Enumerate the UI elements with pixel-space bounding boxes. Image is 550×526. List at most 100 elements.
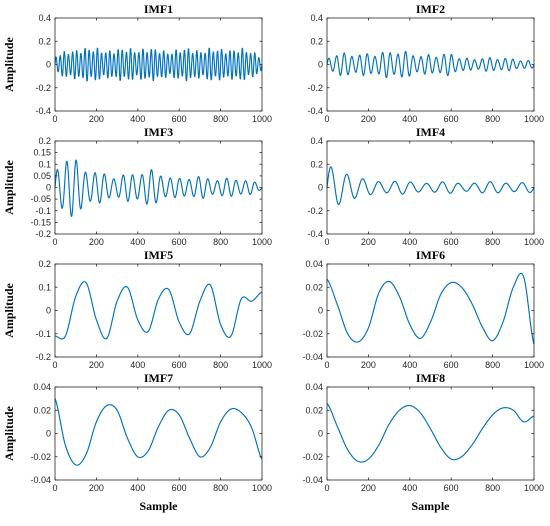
x-tick-label: 0 (52, 483, 57, 493)
x-tick-label: 400 (130, 114, 145, 124)
x-tick-label: 1000 (252, 114, 272, 124)
x-tick-label: 800 (213, 114, 228, 124)
x-tick-label: 1000 (524, 114, 544, 124)
imf-series-line (54, 159, 263, 217)
y-tick-label: -0.4 (307, 229, 323, 239)
y-tick-label: 0.4 (310, 136, 323, 146)
x-tick-label: 600 (172, 483, 187, 493)
y-tick-label: 0.02 (305, 282, 323, 292)
imf-series-line (54, 281, 263, 340)
y-tick-label: 0 (318, 306, 323, 316)
panel-imf4: IMF4 0 200 400 600 800 1000 -0.4 -0.2 0 0.2 0.4 (307, 125, 544, 247)
y-axis-label: Amplitude (2, 36, 16, 91)
x-tick-label: 800 (485, 483, 500, 493)
imf-series-line (54, 47, 263, 82)
panel-title: IMF4 (416, 125, 445, 139)
x-tick-label: 0 (324, 114, 329, 124)
y-tick-label: -0.2 (307, 206, 323, 216)
y-tick-label: -0.4 (35, 106, 51, 116)
x-tick-label: 600 (172, 237, 187, 247)
y-tick-label: -0.02 (30, 452, 51, 462)
panel-title: IMF6 (416, 248, 445, 262)
panel-imf1: IMF1 0 200 400 600 800 1000 -0.4 -0.2 0 0.2 0.4 Ampl… (2, 2, 272, 124)
x-tick-label: 0 (324, 237, 329, 247)
x-tick-label: 800 (213, 483, 228, 493)
x-tick-label: 400 (130, 360, 145, 370)
x-tick-label: 800 (485, 114, 500, 124)
y-tick-label: -0.15 (30, 217, 51, 227)
y-tick-label: 0.02 (33, 405, 51, 415)
x-tick-label: 800 (213, 237, 228, 247)
panel-title: IMF1 (144, 2, 173, 16)
x-tick-label: 200 (361, 114, 376, 124)
y-tick-label: -0.1 (35, 329, 51, 339)
y-tick-label: -0.2 (35, 83, 51, 93)
panel-imf6: IMF6 0 200 400 600 800 1000 -0.04 -0.02 0 0.02 0.04 (302, 248, 544, 370)
x-tick-label: 1000 (524, 360, 544, 370)
y-tick-label: 0.4 (310, 13, 323, 23)
x-tick-label: 600 (444, 114, 459, 124)
panel-title: IMF7 (144, 371, 173, 385)
y-tick-label: 0.05 (33, 171, 51, 181)
y-tick-label: 0.15 (33, 148, 51, 158)
panel-title: IMF8 (416, 371, 445, 385)
y-tick-label: -0.2 (35, 229, 51, 239)
imf-series-line (326, 402, 535, 463)
x-tick-label: 1000 (524, 483, 544, 493)
panel-imf8: IMF8 0 200 400 600 800 1000 -0.04 -0.02 0 0.02 0.04… (302, 371, 544, 513)
x-tick-label: 400 (402, 483, 417, 493)
x-tick-label: 600 (172, 114, 187, 124)
x-tick-label: 1000 (252, 483, 272, 493)
x-tick-label: 400 (402, 237, 417, 247)
x-tick-label: 200 (361, 237, 376, 247)
panel-imf5: IMF5 0 200 400 600 800 1000 -0.2 -0.1 0 0.1 0.2 Ampl… (2, 248, 272, 370)
x-tick-label: 0 (52, 360, 57, 370)
y-tick-label: 0.1 (38, 159, 51, 169)
y-tick-label: -0.4 (307, 106, 323, 116)
x-tick-label: 400 (130, 483, 145, 493)
x-tick-label: 600 (444, 360, 459, 370)
y-tick-label: -0.05 (30, 194, 51, 204)
panel-title: IMF3 (144, 125, 173, 139)
y-tick-label: 0.04 (305, 382, 323, 392)
y-axis-label: Amplitude (2, 159, 16, 214)
y-tick-label: 0 (46, 183, 51, 193)
x-tick-label: 600 (444, 237, 459, 247)
y-tick-label: -0.02 (302, 452, 323, 462)
panel-title: IMF2 (416, 2, 445, 16)
x-tick-label: 800 (213, 360, 228, 370)
y-tick-label: 0 (46, 429, 51, 439)
y-tick-label: -0.02 (302, 329, 323, 339)
x-tick-label: 400 (402, 114, 417, 124)
y-tick-label: 0.2 (310, 159, 323, 169)
x-tick-label: 400 (402, 360, 417, 370)
imf-series-line (54, 398, 263, 466)
panel-imf7: IMF7 0 200 400 600 800 1000 -0.04 -0.02 0 0.02 0.04… (2, 371, 272, 513)
x-tick-label: 200 (89, 360, 104, 370)
x-tick-label: 200 (89, 237, 104, 247)
y-tick-label: 0.2 (38, 36, 51, 46)
y-tick-label: 0.4 (38, 13, 51, 23)
x-tick-label: 0 (324, 360, 329, 370)
y-tick-label: 0 (46, 60, 51, 70)
x-tick-label: 200 (89, 483, 104, 493)
x-tick-label: 200 (89, 114, 104, 124)
y-tick-label: -0.04 (30, 475, 51, 485)
y-tick-label: -0.2 (35, 352, 51, 362)
x-tick-label: 600 (444, 483, 459, 493)
y-tick-label: 0 (46, 306, 51, 316)
y-tick-label: -0.1 (35, 206, 51, 216)
y-tick-label: 0.04 (33, 382, 51, 392)
x-tick-label: 0 (324, 483, 329, 493)
y-tick-label: -0.2 (307, 83, 323, 93)
x-tick-label: 1000 (252, 360, 272, 370)
y-tick-label: 0.02 (305, 405, 323, 415)
x-tick-label: 0 (52, 114, 57, 124)
y-tick-label: 0 (318, 183, 323, 193)
y-tick-label: 0.1 (38, 282, 51, 292)
imf-series-line (326, 166, 535, 206)
y-tick-label: 0.04 (305, 259, 323, 269)
y-tick-label: 0 (318, 60, 323, 70)
